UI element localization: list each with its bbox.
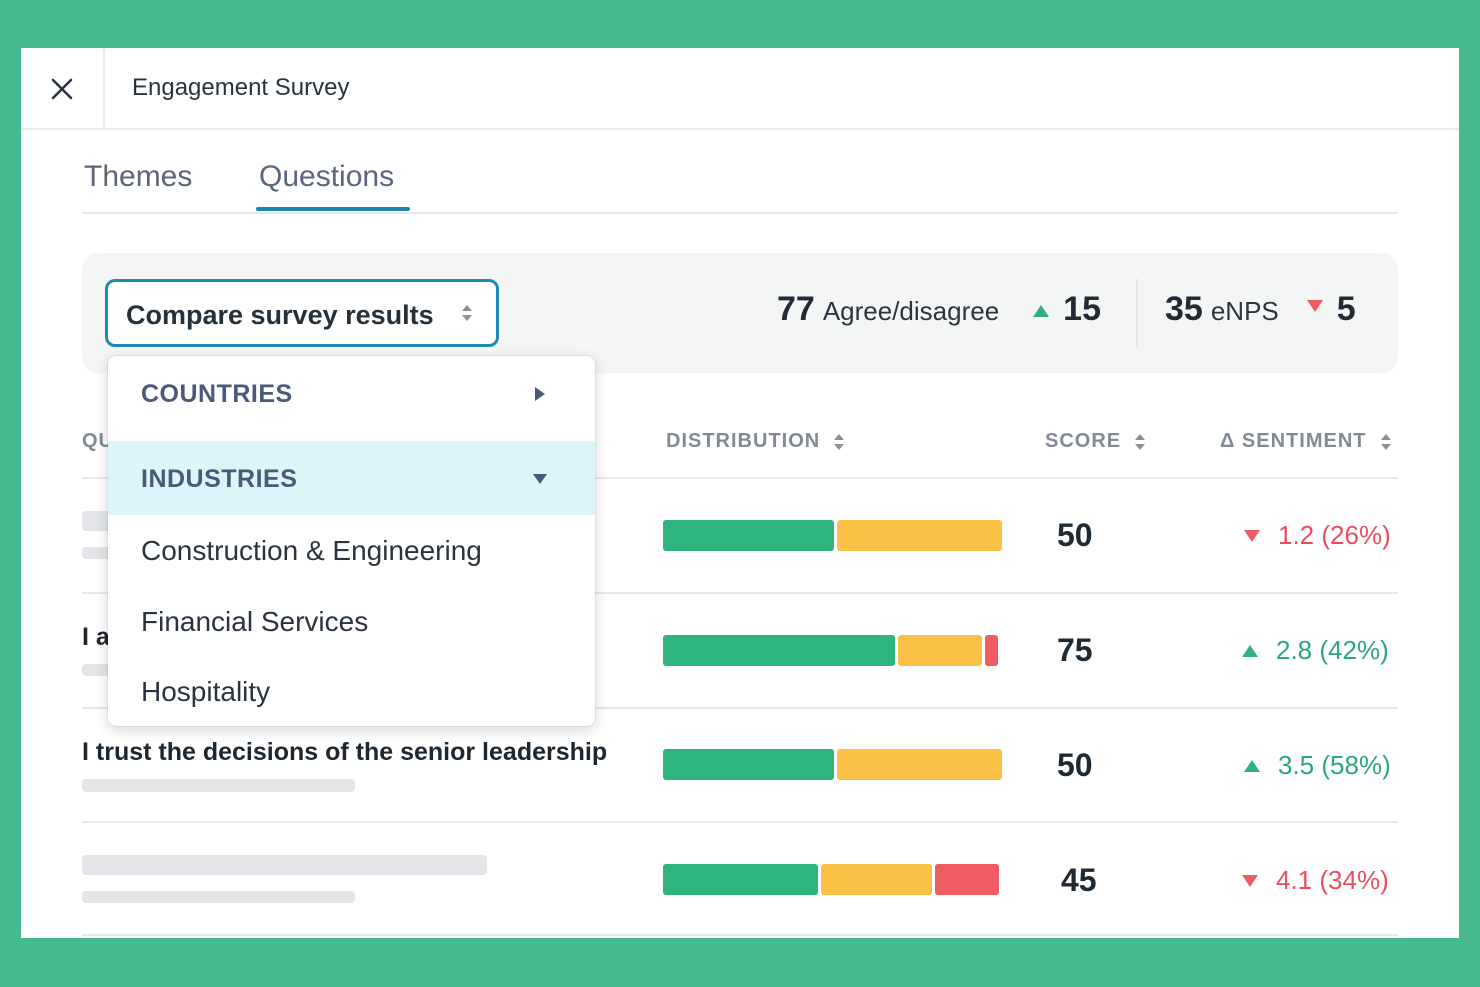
question-placeholder [82, 664, 112, 676]
agree-label: Agree/disagree [822, 296, 1000, 326]
distribution-positive [663, 520, 834, 551]
question-placeholder [82, 891, 355, 903]
distribution-negative [935, 864, 999, 895]
sentiment-change: 1.2 (26%) [1244, 520, 1391, 551]
question-placeholder [82, 779, 355, 792]
sort-arrows-icon [462, 305, 472, 321]
arrow-down-icon [1306, 300, 1323, 312]
tab-questions[interactable]: Questions [259, 160, 395, 193]
enps-label: eNPS [1210, 296, 1279, 326]
column-header-sentiment[interactable]: Δ SENTIMENT [1220, 430, 1391, 453]
compare-dropdown-menu: COUNTRIES INDUSTRIES Construction & Engi… [108, 356, 595, 726]
score-value: 75 [1057, 632, 1093, 668]
metric-divider [1136, 279, 1138, 347]
row-divider [82, 477, 1398, 479]
filter-bar: Compare survey results 77 Agree/disagree… [82, 253, 1398, 373]
enps-delta: 5 [1336, 290, 1356, 328]
dropdown-option-label: Hospitality [141, 676, 271, 707]
distribution-negative [985, 635, 998, 666]
distribution-bar [663, 749, 1002, 780]
chevron-right-icon [535, 387, 545, 401]
sentiment-change: 2.8 (42%) [1242, 635, 1389, 666]
column-header-label: SCORE [1045, 430, 1122, 452]
compare-survey-select[interactable]: Compare survey results [105, 279, 499, 347]
column-header-label: DISTRIBUTION [666, 430, 821, 452]
distribution-positive [663, 749, 834, 780]
dropdown-option-financial[interactable]: Financial Services [108, 586, 595, 656]
question-text: I a [82, 623, 110, 651]
question-placeholder [82, 511, 112, 531]
dropdown-group-label: COUNTRIES [141, 380, 293, 408]
close-button[interactable] [21, 48, 105, 130]
question-placeholder [82, 547, 112, 559]
sort-arrows-icon [1380, 433, 1391, 450]
tab-themes[interactable]: Themes [84, 160, 193, 193]
chevron-down-icon [533, 474, 547, 484]
row-divider [82, 821, 1398, 823]
distribution-positive [663, 864, 818, 895]
score-value: 50 [1057, 517, 1093, 553]
distribution-neutral [821, 864, 932, 895]
dropdown-option-hospitality[interactable]: Hospitality [108, 656, 595, 726]
distribution-neutral [837, 749, 1002, 780]
distribution-bar [663, 520, 1002, 551]
panel-header: Engagement Survey [21, 48, 1459, 130]
question-text: I trust the decisions of the senior lead… [82, 738, 608, 766]
distribution-positive [663, 635, 895, 666]
arrow-down-icon [1242, 874, 1258, 887]
sentiment-change: 4.1 (34%) [1242, 865, 1389, 896]
sentiment-change: 3.5 (58%) [1244, 750, 1391, 781]
enps-metric: 35 eNPS 5 [1165, 290, 1356, 329]
sentiment-value: 1.2 (26%) [1278, 520, 1391, 550]
tab-bar: Themes Questions [82, 160, 1398, 214]
score-value: 50 [1057, 747, 1093, 783]
row-divider [82, 934, 1398, 936]
agree-disagree-metric: 77 Agree/disagree 15 [777, 290, 1101, 329]
arrow-up-icon [1244, 759, 1260, 772]
question-placeholder [82, 855, 487, 875]
dropdown-group-industries[interactable]: INDUSTRIES [108, 441, 595, 515]
sentiment-value: 2.8 (42%) [1276, 635, 1389, 665]
sort-arrows-icon [834, 433, 845, 450]
arrow-up-icon [1033, 305, 1050, 317]
agree-delta: 15 [1063, 290, 1101, 328]
column-header-label: Δ SENTIMENT [1220, 430, 1367, 452]
dropdown-option-construction[interactable]: Construction & Engineering [108, 515, 595, 585]
survey-panel: Engagement Survey Themes Questions Compa… [21, 48, 1459, 938]
score-value: 45 [1061, 862, 1097, 898]
column-header-distribution[interactable]: DISTRIBUTION [666, 430, 845, 453]
distribution-neutral [837, 520, 1002, 551]
arrow-down-icon [1244, 529, 1260, 542]
sentiment-value: 3.5 (58%) [1278, 750, 1391, 780]
column-header-score[interactable]: SCORE [1045, 430, 1146, 453]
dropdown-group-label: INDUSTRIES [141, 465, 298, 493]
agree-value: 77 [777, 290, 815, 328]
distribution-neutral [898, 635, 982, 666]
active-tab-indicator [256, 207, 410, 211]
enps-value: 35 [1165, 290, 1203, 328]
close-icon [51, 78, 73, 100]
distribution-bar [663, 635, 998, 666]
row-divider [82, 592, 1398, 594]
distribution-bar [663, 864, 999, 895]
compare-select-label: Compare survey results [126, 300, 434, 330]
page-title: Engagement Survey [132, 74, 350, 101]
row-divider [82, 707, 1398, 709]
dropdown-option-label: Construction & Engineering [141, 535, 482, 566]
sentiment-value: 4.1 (34%) [1276, 865, 1389, 895]
sort-arrows-icon [1135, 433, 1146, 450]
dropdown-option-label: Financial Services [141, 606, 369, 637]
dropdown-group-countries[interactable]: COUNTRIES [108, 356, 595, 430]
arrow-up-icon [1242, 644, 1258, 657]
